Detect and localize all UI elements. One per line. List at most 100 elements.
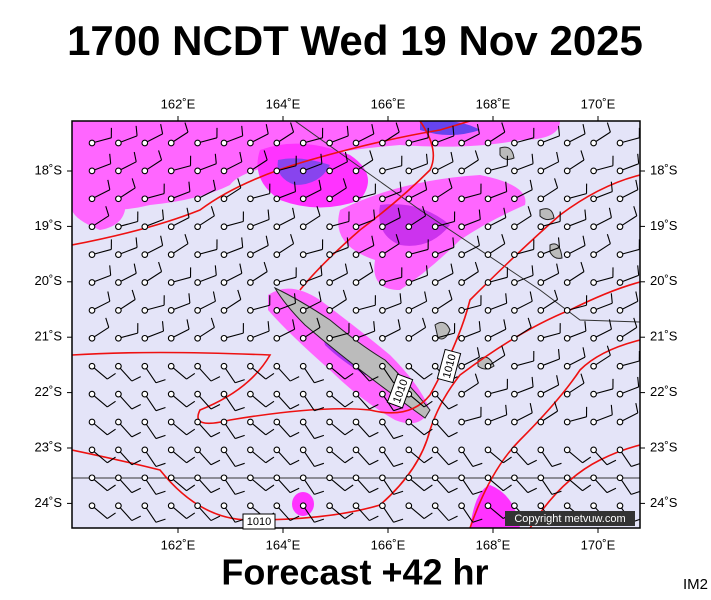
barb-station [405, 334, 413, 342]
barb-station [115, 446, 122, 454]
barb-feather [606, 234, 611, 244]
barb-station [511, 362, 518, 370]
barb-station [115, 195, 122, 203]
barb-feather [241, 237, 244, 248]
barb-station [326, 195, 333, 203]
barb-station [484, 307, 492, 314]
barb-station [431, 195, 439, 203]
barb-feather [637, 265, 640, 276]
barb-feather [320, 153, 323, 164]
barb-station [511, 307, 518, 314]
barb-station [537, 418, 545, 426]
barb-feather [373, 321, 376, 332]
barb-station [511, 390, 518, 398]
barb-feather [314, 379, 325, 384]
barb-station [141, 195, 149, 203]
barb-station [247, 390, 254, 398]
barb-station [616, 307, 624, 314]
barb-station [458, 251, 465, 258]
barb-station [299, 502, 307, 510]
barb-station [431, 334, 439, 342]
barb-feather [637, 376, 640, 387]
barb-station [273, 279, 281, 286]
barb-station [511, 502, 518, 510]
barb-station [88, 418, 96, 426]
barb-station [379, 446, 386, 454]
barb-station [352, 167, 360, 175]
barb-feather [531, 376, 534, 387]
barb-station [537, 502, 545, 510]
barb-station [563, 474, 571, 482]
barb-feather [448, 515, 458, 522]
barb-station [115, 167, 122, 175]
barb-station [484, 446, 492, 454]
barb-station [88, 307, 96, 314]
isobars [72, 121, 640, 528]
barb-station [326, 251, 333, 258]
barb-station [511, 279, 518, 286]
barb-feather [448, 404, 458, 410]
barb-station [563, 279, 571, 286]
barb-feather [531, 265, 534, 276]
barb-feather [582, 347, 586, 358]
barb-station [352, 390, 360, 398]
barb-feather [531, 153, 534, 164]
barb-feather [610, 293, 613, 304]
barb-feather [186, 372, 196, 380]
barb-station [326, 390, 333, 398]
barb-station [431, 446, 439, 454]
barb-station [537, 251, 545, 258]
barb-station [352, 474, 360, 482]
barb-station [484, 362, 492, 370]
barb-feather [582, 456, 592, 464]
barb-station [299, 195, 307, 203]
barb-station [220, 446, 228, 454]
barb-station [484, 251, 492, 258]
lon-label: 166˚E [371, 537, 406, 552]
barb-feather [342, 289, 347, 300]
barb-station [537, 195, 545, 203]
barb-feather [292, 207, 296, 218]
barb-station [247, 362, 254, 370]
barb-feather [606, 459, 617, 466]
barb-station [379, 195, 386, 203]
barb-feather [239, 151, 243, 162]
barb-feather [551, 462, 562, 468]
barb-feather [344, 484, 354, 492]
barb-station [326, 474, 333, 482]
barb-station [220, 474, 228, 482]
barb-station [590, 474, 597, 482]
barb-station [220, 362, 228, 370]
barb-station [167, 334, 175, 342]
barb-feather [107, 372, 116, 380]
lat-label: 22˚S [650, 384, 678, 399]
barb-station [563, 418, 571, 426]
barb-feather [472, 490, 483, 495]
barb-station [167, 390, 175, 398]
barb-station [511, 418, 518, 426]
barb-feather [527, 317, 532, 328]
lon-label: 168˚E [476, 537, 511, 552]
barb-feather [344, 428, 354, 436]
barb-feather [107, 400, 116, 408]
barb-feather [373, 209, 376, 220]
barb-station [299, 390, 307, 398]
barb-station [352, 223, 360, 231]
barb-station [167, 139, 175, 147]
barb-station [484, 167, 492, 175]
barb-feather [556, 151, 560, 162]
barb-station [88, 502, 96, 510]
barb-station [88, 446, 96, 454]
barb-feather [424, 179, 428, 190]
barb-feather [425, 153, 429, 164]
barb-station [379, 474, 386, 482]
barb-feather [505, 404, 508, 415]
barb-station [194, 195, 201, 203]
barb-station [563, 251, 571, 258]
barb-feather [393, 462, 404, 468]
barb-station [352, 362, 360, 370]
barb-station [431, 139, 439, 147]
barb-station [405, 307, 413, 314]
barb-feather [265, 372, 275, 380]
barb-feather [554, 178, 559, 189]
